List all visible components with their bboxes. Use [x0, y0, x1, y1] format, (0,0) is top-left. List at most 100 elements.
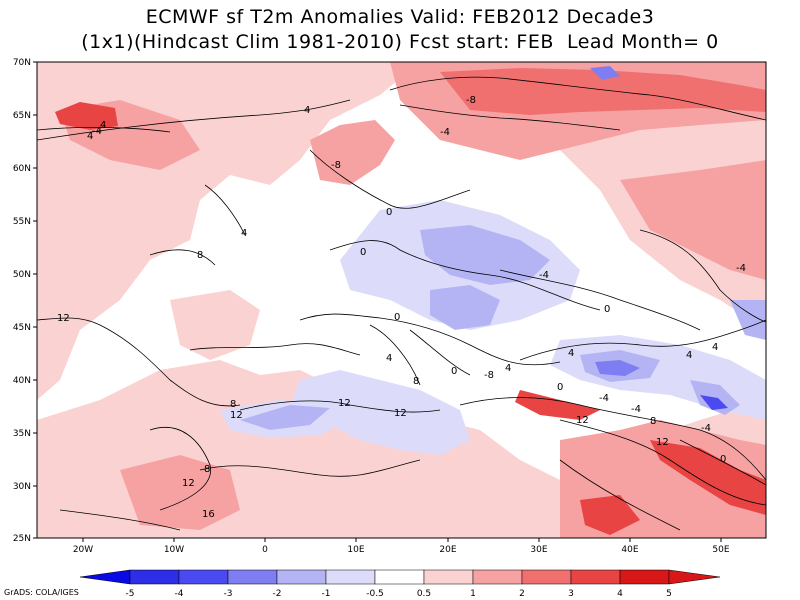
anomaly-region-caspian — [650, 440, 766, 515]
contour-label: -4 — [631, 404, 641, 415]
lon-label: 30E — [530, 545, 547, 555]
anomaly-region-poland — [420, 225, 550, 285]
lat-label: 55N — [13, 217, 31, 227]
contour-line — [559, 419, 766, 506]
lat-label: 45N — [13, 323, 31, 333]
contour-label: 4 — [568, 348, 574, 359]
colorbar-swatch — [521, 569, 572, 585]
contour-label: 8 — [204, 464, 210, 475]
contour-label: 12 — [182, 478, 195, 489]
contour-label: -4 — [539, 270, 549, 281]
contour-line — [639, 229, 766, 323]
colorbar-arrow-low — [79, 569, 131, 585]
lon-label: 20W — [73, 545, 93, 555]
contour-line — [299, 313, 561, 366]
contour-line — [37, 317, 241, 407]
contour-line — [369, 324, 421, 386]
lat-label: 30N — [13, 482, 31, 492]
contour-label: 8 — [413, 376, 419, 387]
contour-label: 0 — [720, 454, 726, 465]
colorbar-swatch — [276, 569, 327, 585]
latitude-axis: 70N 65N 60N 55N 50N 45N 40N 35N 30N 25N — [13, 58, 37, 544]
contour-label: -8 — [466, 95, 476, 106]
contour-label: 8 — [650, 416, 656, 427]
colorbar-label: 5 — [666, 589, 672, 599]
contour-label: 4 — [686, 350, 692, 361]
colorbar-swatch — [374, 569, 425, 585]
colorbar-swatch — [129, 569, 180, 585]
lat-label: 35N — [13, 429, 31, 439]
lon-label: 40E — [621, 545, 638, 555]
contour-label: -4 — [736, 263, 746, 274]
contour-label: 4 — [304, 105, 310, 116]
colorbar-label: -5 — [126, 589, 135, 599]
contour-label: 0 — [557, 382, 563, 393]
colorbar-label: -2 — [273, 589, 282, 599]
lat-label: 70N — [13, 58, 31, 68]
contour-label: 12 — [230, 410, 243, 421]
lon-label: 50E — [712, 545, 729, 555]
contour-label: 0 — [386, 207, 392, 218]
colorbar-swatch — [619, 569, 670, 585]
contour-label: 0 — [604, 304, 610, 315]
contour-label: 4 — [241, 228, 247, 239]
map-title-line-1: ECMWF sf T2m Anomalies Valid: FEB2012 De… — [145, 6, 655, 28]
anomaly-region-italy — [290, 370, 470, 455]
colorbar-swatch — [423, 569, 474, 585]
anomaly-region-iceland — [55, 102, 118, 130]
contour-label: 0 — [394, 312, 400, 323]
anomaly-region-algeria — [240, 405, 330, 430]
contour-label: 0 — [451, 366, 457, 377]
colorbar-label: 4 — [617, 589, 623, 599]
lat-label: 50N — [13, 270, 31, 280]
contour-line — [649, 94, 766, 121]
contour-label: -8 — [331, 160, 341, 171]
contour-line — [389, 76, 651, 96]
anomaly-region-balkans — [430, 285, 500, 330]
lat-label: 40N — [13, 376, 31, 386]
colorbar-swatch — [178, 569, 229, 585]
anomaly-region-east-block — [730, 300, 766, 340]
contour-label: 12 — [394, 408, 407, 419]
contour-label: 0 — [360, 247, 366, 258]
contour-line — [239, 400, 441, 413]
anomaly-region-caucasus-core — [700, 395, 728, 410]
contour-label: 16 — [202, 509, 215, 520]
colorbar-label: 1 — [470, 589, 476, 599]
contour-line — [37, 127, 171, 133]
contour-label: -4 — [92, 126, 102, 137]
contour-labels: -8 -4 -8 -4 0 0 4 4 8 4 4 -4 0 12 12 8 8… — [57, 95, 746, 520]
anomaly-region-sinai — [515, 390, 600, 420]
contour-line — [329, 240, 601, 311]
anomaly-region-saudi — [580, 495, 640, 535]
lat-label: 60N — [13, 164, 31, 174]
colorbar-swatch — [472, 569, 523, 585]
colorbar-label: 3 — [568, 589, 574, 599]
contour-label: -8 — [484, 370, 494, 381]
contour-line — [459, 397, 766, 481]
contour-label: 4 — [100, 120, 106, 131]
contour-label: 4 — [712, 342, 718, 353]
lon-label: 10W — [164, 545, 184, 555]
contour-label: -4 — [701, 423, 711, 434]
contour-line — [59, 509, 181, 531]
colorbar-swatch — [325, 569, 376, 585]
contour-line — [189, 343, 361, 356]
colorbar-label: -1 — [322, 589, 331, 599]
colorbar-label: -4 — [175, 589, 184, 599]
lon-label: 0 — [262, 545, 268, 555]
anomaly-region-black-sea-core — [595, 360, 640, 376]
anomaly-shading — [37, 62, 766, 538]
colorbar-label: 0.5 — [417, 589, 431, 599]
contour-label: 4 — [386, 353, 392, 364]
colorbar-label: 2 — [519, 589, 525, 599]
contour-label: 4 — [505, 363, 511, 374]
color-bar: -5 -4 -3 -2 -1 -0.5 0.5 1 2 3 4 5 — [79, 569, 721, 599]
contour-line — [499, 269, 701, 331]
grads-credit: GrADS: COLA/IGES — [4, 588, 79, 597]
anomaly-region-barents — [440, 68, 766, 115]
lon-label: 10E — [347, 545, 364, 555]
contour-line — [309, 149, 471, 209]
contour-label: 12 — [57, 313, 70, 324]
